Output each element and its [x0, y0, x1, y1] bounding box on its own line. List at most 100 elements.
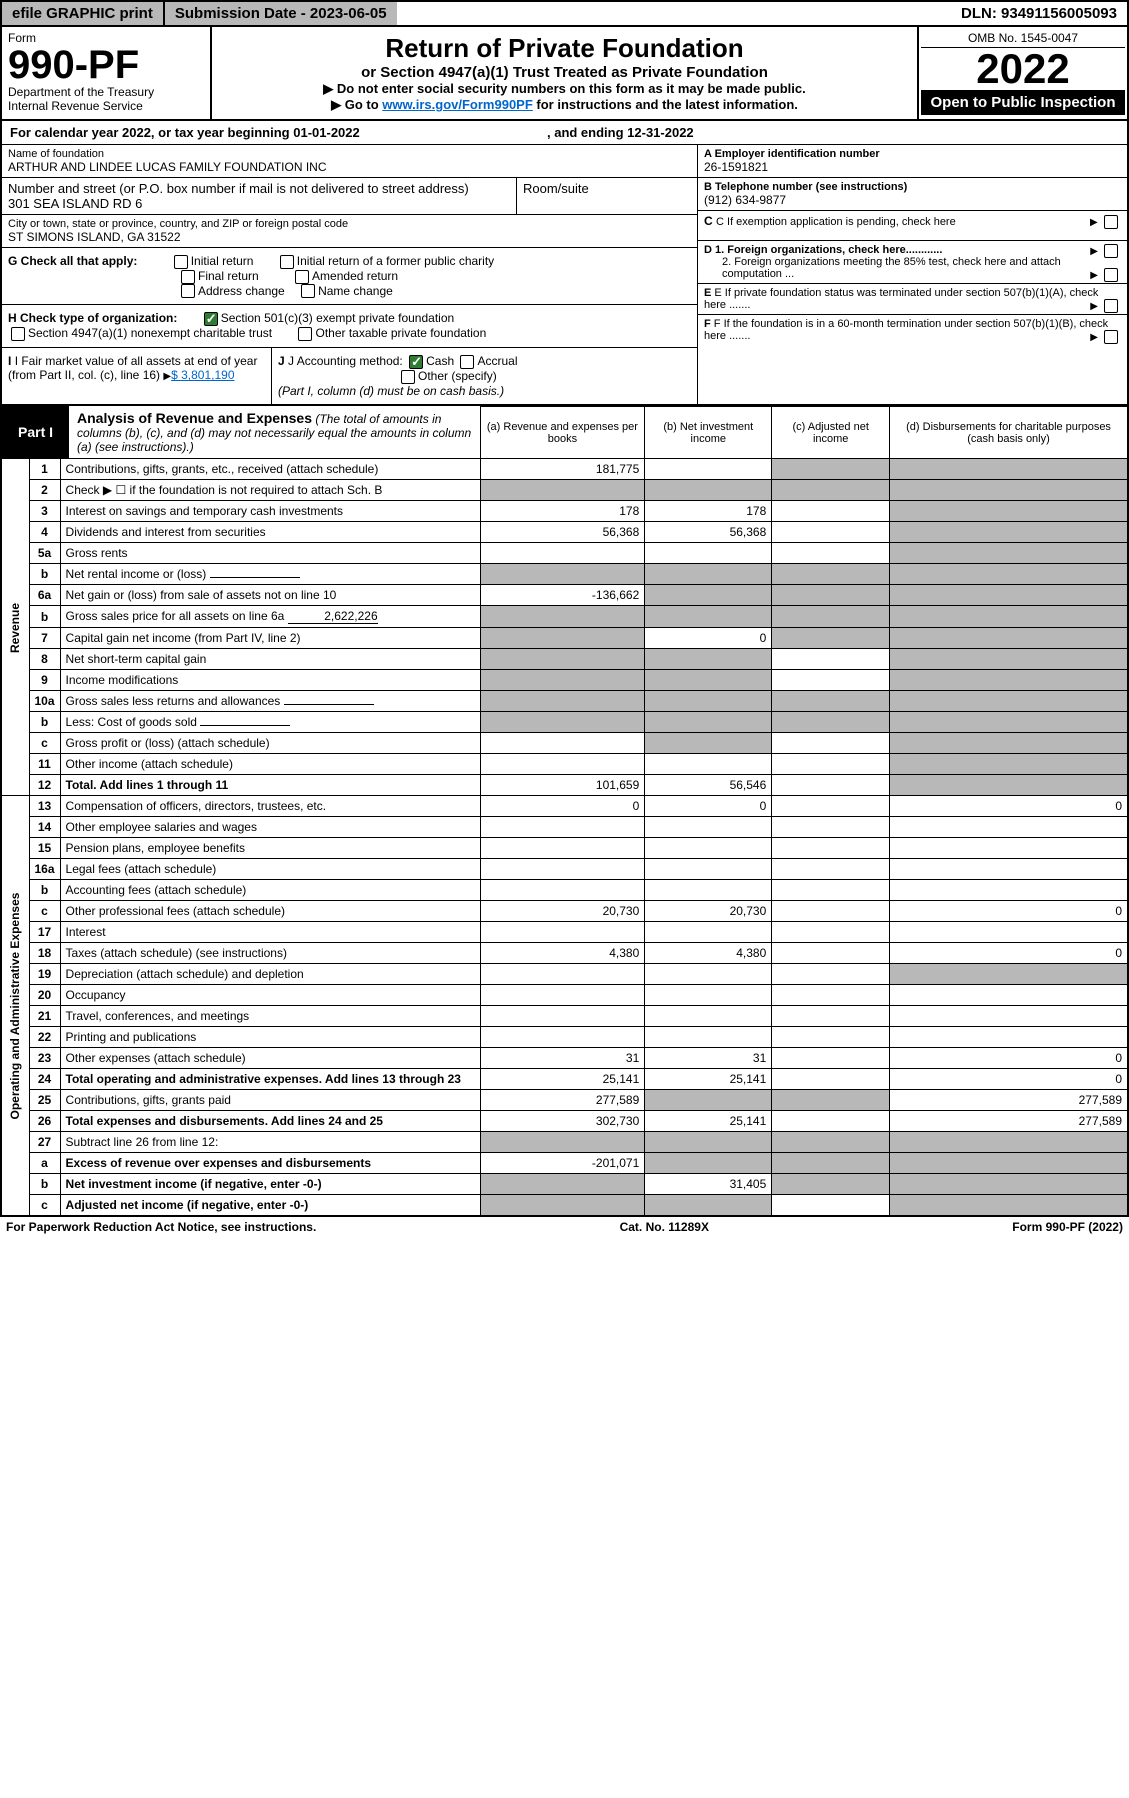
irs-link[interactable]: www.irs.gov/Form990PF: [382, 97, 533, 112]
cell-a: [480, 543, 645, 564]
table-row: 3Interest on savings and temporary cash …: [1, 501, 1128, 522]
table-row: cGross profit or (loss) (attach schedule…: [1, 733, 1128, 754]
cell-c: [772, 712, 890, 733]
b-label: B Telephone number (see instructions): [704, 181, 1121, 193]
cell-b: [645, 922, 772, 943]
accrual-checkbox[interactable]: [460, 355, 474, 369]
cell-a: [480, 564, 645, 585]
line-description: Other expenses (attach schedule): [60, 1048, 480, 1069]
cell-d: [890, 459, 1128, 480]
line-description: Printing and publications: [60, 1027, 480, 1048]
d1-checkbox[interactable]: [1104, 244, 1118, 258]
name-change-checkbox[interactable]: [301, 284, 315, 298]
footer-mid: Cat. No. 11289X: [620, 1220, 709, 1234]
table-row: 12Total. Add lines 1 through 11101,65956…: [1, 775, 1128, 796]
footer: For Paperwork Reduction Act Notice, see …: [0, 1217, 1129, 1237]
e-checkbox[interactable]: [1104, 299, 1118, 313]
line-number: 4: [29, 522, 60, 543]
amended-checkbox[interactable]: [295, 270, 309, 284]
part1-desc: Analysis of Revenue and Expenses (The to…: [69, 406, 480, 458]
line-number: 8: [29, 649, 60, 670]
cal-end: 12-31-2022: [627, 125, 694, 140]
g-opt0: Initial return: [191, 254, 254, 268]
form-number: 990-PF: [8, 45, 204, 85]
line-number: 17: [29, 922, 60, 943]
table-row: 2Check ▶ ☐ if the foundation is not requ…: [1, 480, 1128, 501]
cell-c: [772, 922, 890, 943]
line-number: c: [29, 901, 60, 922]
header-mid: Return of Private Foundation or Section …: [212, 27, 917, 119]
line-description: Gross rents: [60, 543, 480, 564]
form-note2: ▶ Go to www.irs.gov/Form990PF for instru…: [222, 97, 907, 113]
address-cell: Number and street (or P.O. box number if…: [2, 178, 517, 214]
arrow-icon: [1090, 331, 1098, 343]
line-number: 5a: [29, 543, 60, 564]
line-description: Travel, conferences, and meetings: [60, 1006, 480, 1027]
line-description: Accounting fees (attach schedule): [60, 880, 480, 901]
cell-b: [645, 754, 772, 775]
table-row: 6aNet gain or (loss) from sale of assets…: [1, 585, 1128, 606]
cell-a: 25,141: [480, 1069, 645, 1090]
dln-number: DLN: 93491156005093: [951, 2, 1127, 25]
efile-print-button[interactable]: efile GRAPHIC print: [2, 2, 165, 25]
cell-c: [772, 754, 890, 775]
4947-checkbox[interactable]: [11, 327, 25, 341]
arrow-icon: [1090, 214, 1098, 228]
cell-b: [645, 1090, 772, 1111]
cell-b: [645, 585, 772, 606]
table-row: bNet rental income or (loss): [1, 564, 1128, 585]
cell-b: 31: [645, 1048, 772, 1069]
g-check-cell: G Check all that apply: Initial return I…: [2, 248, 697, 305]
form-header: Form 990-PF Department of the Treasury I…: [0, 27, 1129, 121]
table-row: Operating and Administrative Expenses13C…: [1, 796, 1128, 817]
line-number: 10a: [29, 691, 60, 712]
cell-c: [772, 859, 890, 880]
g-opt1: Initial return of a former public charit…: [297, 254, 494, 268]
line-description: Total expenses and disbursements. Add li…: [60, 1111, 480, 1132]
cell-b: [645, 459, 772, 480]
cell-a: [480, 922, 645, 943]
501c3-checkbox[interactable]: [204, 312, 218, 326]
part1-table: Part I Analysis of Revenue and Expenses …: [0, 406, 1129, 1218]
cell-c: [772, 1048, 890, 1069]
table-row: 20Occupancy: [1, 985, 1128, 1006]
cell-d: [890, 838, 1128, 859]
foundation-name: ARTHUR AND LINDEE LUCAS FAMILY FOUNDATIO…: [8, 160, 691, 174]
cell-b: [645, 838, 772, 859]
cell-b: [645, 817, 772, 838]
initial-former-checkbox[interactable]: [280, 255, 294, 269]
c-checkbox[interactable]: [1104, 215, 1118, 229]
h-check-cell: H Check type of organization: Section 50…: [2, 305, 697, 348]
cell-c: [772, 649, 890, 670]
cell-b: [645, 564, 772, 585]
f-checkbox[interactable]: [1104, 330, 1118, 344]
initial-return-checkbox[interactable]: [174, 255, 188, 269]
address-change-checkbox[interactable]: [181, 284, 195, 298]
cell-c: [772, 522, 890, 543]
info-right: A Employer identification number 26-1591…: [697, 145, 1127, 404]
a-label: A Employer identification number: [704, 148, 1121, 160]
cell-a: [480, 628, 645, 649]
final-return-checkbox[interactable]: [181, 270, 195, 284]
cell-d: [890, 1027, 1128, 1048]
line-number: 15: [29, 838, 60, 859]
d2-checkbox[interactable]: [1104, 268, 1118, 282]
cash-checkbox[interactable]: [409, 355, 423, 369]
cell-d: 0: [890, 901, 1128, 922]
j-opt1: Accrual: [477, 354, 517, 368]
h-opt2: Section 4947(a)(1) nonexempt charitable …: [28, 326, 272, 340]
other-taxable-checkbox[interactable]: [298, 327, 312, 341]
cell-a: 181,775: [480, 459, 645, 480]
cell-b: [645, 691, 772, 712]
line-description: Adjusted net income (if negative, enter …: [60, 1195, 480, 1217]
line-description: Interest: [60, 922, 480, 943]
city-value: ST SIMONS ISLAND, GA 31522: [8, 230, 691, 244]
table-row: 26Total expenses and disbursements. Add …: [1, 1111, 1128, 1132]
d1-label: D 1. Foreign organizations, check here..…: [704, 244, 942, 256]
line-number: 11: [29, 754, 60, 775]
foundation-name-cell: Name of foundation ARTHUR AND LINDEE LUC…: [2, 145, 697, 178]
info-grid: Name of foundation ARTHUR AND LINDEE LUC…: [0, 145, 1129, 406]
cell-c: [772, 1132, 890, 1153]
note2-pre: ▶ Go to: [331, 97, 382, 112]
other-method-checkbox[interactable]: [401, 370, 415, 384]
